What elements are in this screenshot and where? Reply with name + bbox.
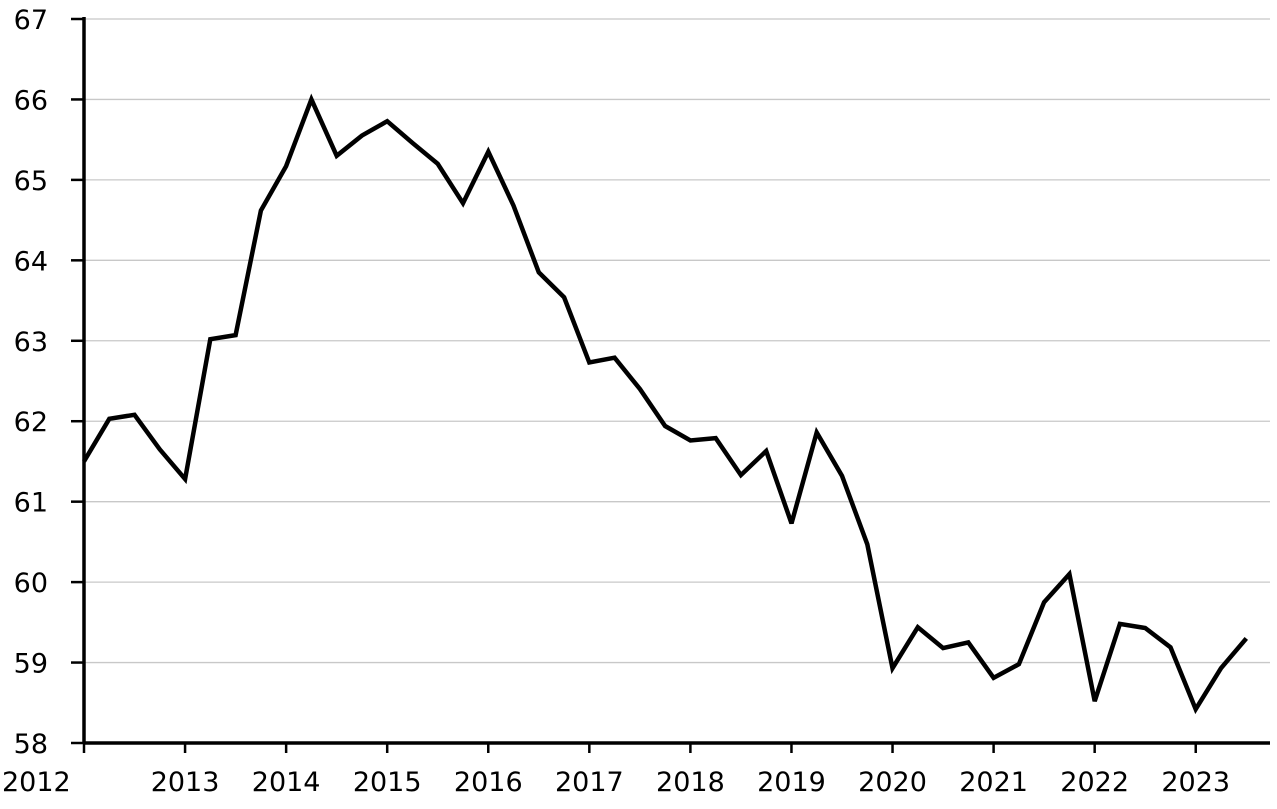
axes [71, 17, 1270, 753]
y-tick-label: 65 [14, 166, 48, 197]
y-tick-label: 62 [14, 407, 48, 438]
tick-labels: 58 59 60 61 62 63 64 65 66 67 2012 2013 2014 2015 2016… [2, 5, 1230, 798]
x-tick-label: 2013 [151, 767, 220, 798]
x-tick-label: 2015 [353, 767, 422, 798]
x-tick-label: 2022 [1060, 767, 1129, 798]
x-tick-label: 2020 [858, 767, 927, 798]
y-tick-label: 63 [14, 327, 48, 358]
series-layer [82, 93, 1249, 715]
y-tick-label: 59 [14, 649, 48, 680]
x-tick-label: 2023 [1161, 767, 1230, 798]
y-tick-label: 66 [14, 85, 48, 116]
gridlines [84, 18, 1270, 664]
x-tick-label: 2018 [656, 767, 725, 798]
y-tick-label: 61 [14, 488, 48, 519]
x-tick-label: 2017 [555, 767, 624, 798]
series-line-0 [82, 93, 1249, 715]
y-tick-label: 58 [14, 729, 48, 760]
y-tick-label: 60 [14, 568, 48, 599]
x-tick-label: 2012 [2, 767, 71, 798]
x-tick-label: 2021 [959, 767, 1028, 798]
y-tick-label: 64 [14, 246, 48, 277]
x-tick-label: 2019 [757, 767, 826, 798]
y-tick-label: 67 [14, 5, 48, 36]
x-tick-label: 2014 [252, 767, 321, 798]
x-tick-label: 2016 [454, 767, 523, 798]
